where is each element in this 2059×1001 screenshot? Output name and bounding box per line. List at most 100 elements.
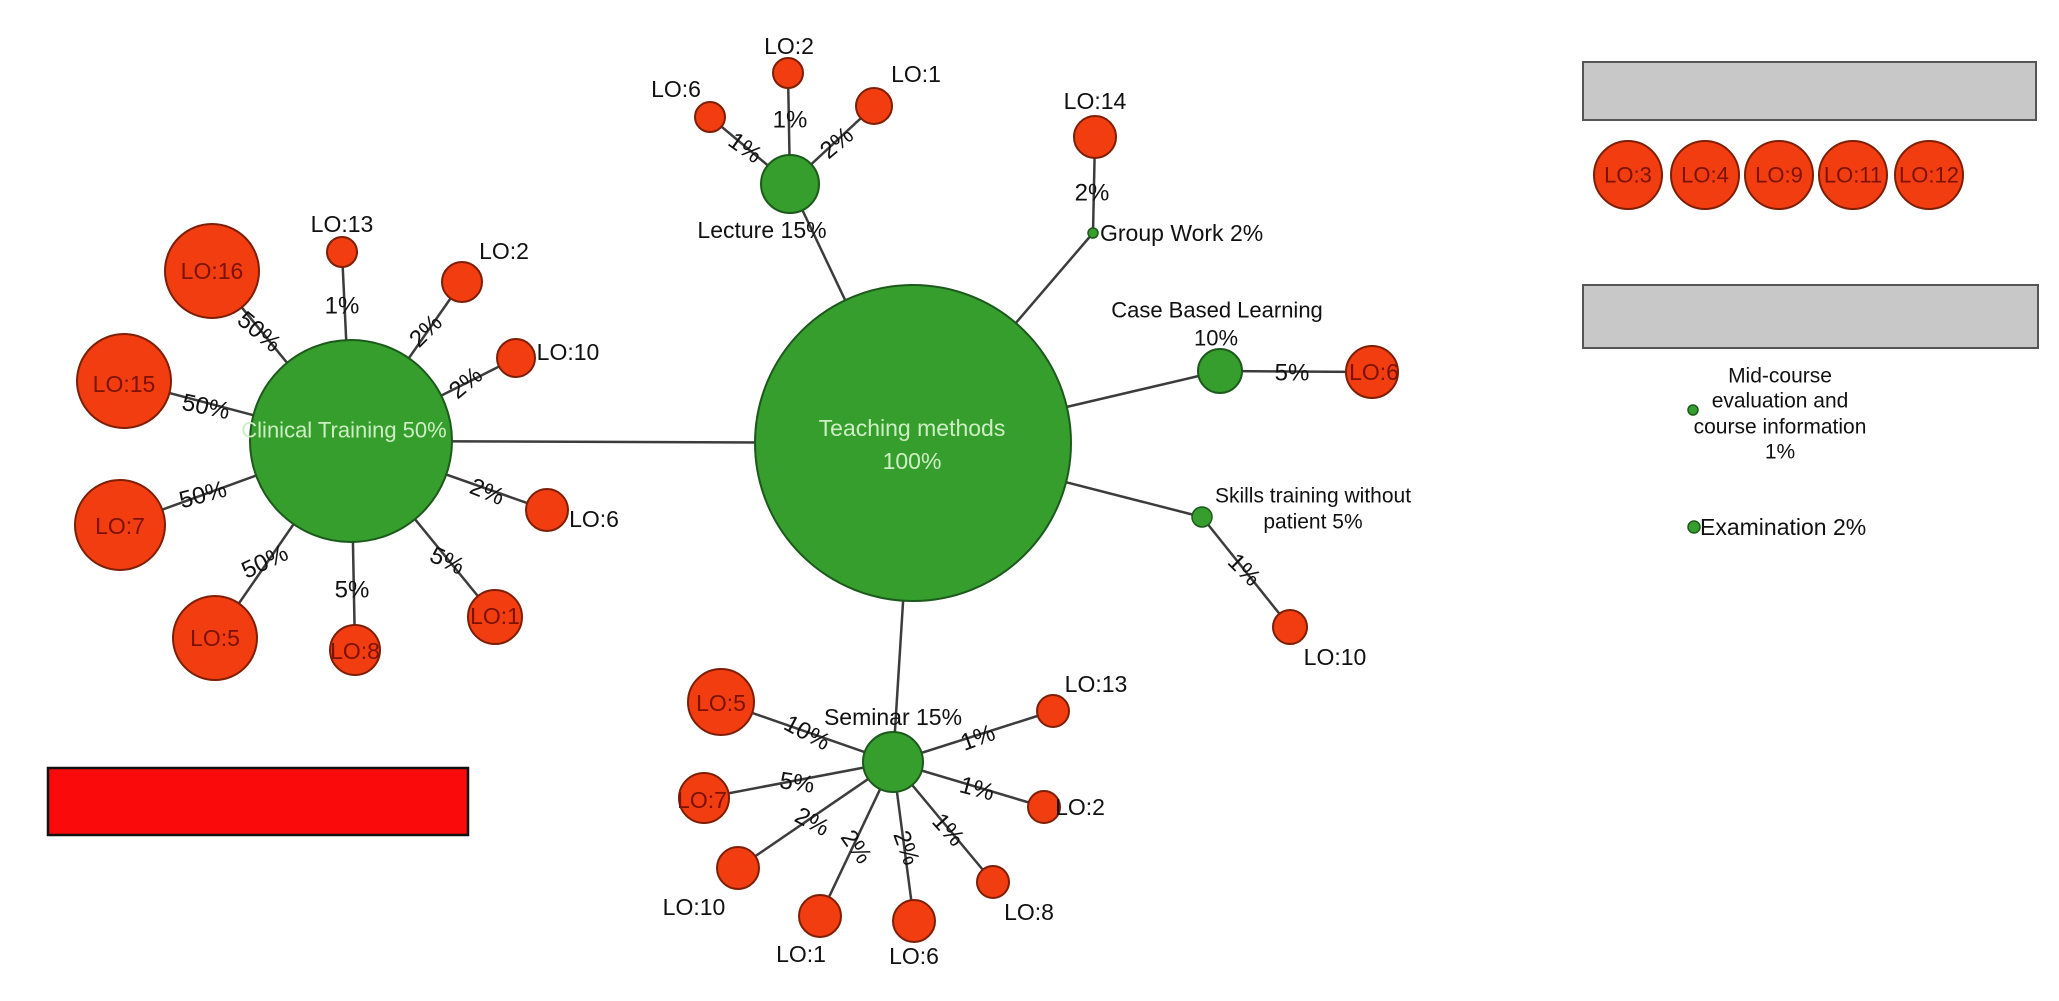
edge-seminar-seminar-lo-7 xyxy=(703,760,894,800)
mid-course-evaluation-label-line-2: evaluation and xyxy=(1712,390,1849,413)
skills-training-without-patient-label-1: Skills training without xyxy=(1215,485,1411,508)
lo-note-box xyxy=(46,766,470,837)
non-taught-label-lo-3: LO:3 xyxy=(1604,163,1652,188)
seminar-lo-6-label: LO:6 xyxy=(889,943,939,969)
mid-course-evaluation-label-line-1: Mid-course xyxy=(1728,365,1832,388)
non-taught-label-lo-9: LO:9 xyxy=(1755,163,1803,188)
method-node-skills-training-without-patient xyxy=(1191,506,1213,528)
lecture-label: Lecture 15% xyxy=(697,217,826,243)
clinical-lo-2-pct-label: 2% xyxy=(404,309,448,353)
clinical-lo-7-pct-label: 50% xyxy=(176,476,229,515)
seminar-lo-7-pct-label: 5% xyxy=(778,767,816,799)
seminar-lo-10-label: LO:10 xyxy=(663,894,726,920)
lo-node-clinical-lo-1 xyxy=(467,589,523,645)
clinical-lo-13-label: LO:13 xyxy=(311,211,374,237)
non-teaching-header-box xyxy=(1582,284,2039,349)
case-based-learning-label-2: 10% xyxy=(1194,326,1238,351)
non-taught-label-lo-4: LO:4 xyxy=(1681,163,1729,188)
group-work-lo-14-pct-label: 2% xyxy=(1075,180,1110,207)
lo-node-seminar-lo-7 xyxy=(678,772,730,824)
clinical-lo-5-pct-label: 50% xyxy=(238,540,293,585)
lecture-lo-2-label: LO:2 xyxy=(764,33,814,59)
lo-node-clinical-lo-5 xyxy=(172,595,258,681)
lo-node-seminar-lo-5 xyxy=(687,668,755,736)
non-taught-node-lo-11 xyxy=(1818,140,1888,210)
teaching-methods-label-1: Teaching methods xyxy=(819,415,1006,441)
mid-course-evaluation-dot xyxy=(1687,404,1699,416)
non-taught-label-lo-11: LO:11 xyxy=(1824,163,1882,188)
clinical-lo-8-label: LO:8 xyxy=(330,638,380,664)
method-node-group-work xyxy=(1087,227,1099,239)
method-node-teaching-methods xyxy=(754,284,1072,602)
lo-node-clinical-lo-13 xyxy=(326,236,358,268)
skills-training-without-patient-label-2: patient 5% xyxy=(1263,511,1362,534)
clinical-lo-10-pct-label: 2% xyxy=(444,362,488,405)
lo-node-case-based-lo-6 xyxy=(1345,345,1399,399)
seminar-lo-13-label: LO:13 xyxy=(1065,671,1128,697)
lecture-lo-6-label: LO:6 xyxy=(651,76,701,102)
examination-dot xyxy=(1687,520,1701,534)
lo-node-clinical-lo-15 xyxy=(76,333,172,429)
clinical-training-label: Clinical Training 50% xyxy=(241,418,446,443)
clinical-lo-16-label: LO:16 xyxy=(181,258,244,284)
clinical-lo-7-label: LO:7 xyxy=(95,513,145,539)
clinical-lo-8-pct-label: 5% xyxy=(335,577,370,604)
lo-node-group-work-lo-14 xyxy=(1073,115,1117,159)
node-layer xyxy=(74,57,1964,943)
examination-label-line-1: Examination 2% xyxy=(1700,514,1866,540)
lo-node-clinical-lo-16 xyxy=(164,223,260,319)
mid-course-evaluation-label-line-3: course information xyxy=(1694,416,1867,439)
lo-node-seminar-lo-8 xyxy=(976,865,1010,899)
seminar-lo-1-pct-label: 2% xyxy=(835,825,877,869)
non-taught-node-lo-3 xyxy=(1593,140,1663,210)
clinical-lo-1-label: LO:1 xyxy=(470,603,520,629)
non-taught-header-box xyxy=(1582,61,2037,121)
lo-node-lecture-lo-6 xyxy=(694,101,726,133)
clinical-lo-15-label: LO:15 xyxy=(93,371,156,397)
non-taught-node-lo-9 xyxy=(1744,140,1814,210)
teaching-methods-label-2: 100% xyxy=(883,448,942,474)
case-based-lo-6-label: LO:6 xyxy=(1349,359,1399,385)
clinical-lo-10-label: LO:10 xyxy=(537,339,600,365)
clinical-lo-15-pct-label: 50% xyxy=(180,389,233,425)
lo-node-seminar-lo-6 xyxy=(892,899,936,943)
clinical-lo-5-label: LO:5 xyxy=(190,625,240,651)
lecture-lo-1-label: LO:1 xyxy=(891,61,941,87)
seminar-label: Seminar 15% xyxy=(824,704,962,730)
case-based-learning-label-1: Case Based Learning xyxy=(1111,298,1323,323)
lo-node-seminar-lo-1 xyxy=(798,894,842,938)
method-node-lecture xyxy=(760,154,820,214)
lo-node-clinical-lo-8 xyxy=(329,624,381,676)
non-taught-node-lo-4 xyxy=(1670,140,1740,210)
seminar-lo-8-label: LO:8 xyxy=(1004,899,1054,925)
lo-node-seminar-lo-13 xyxy=(1036,694,1070,728)
method-node-seminar xyxy=(862,731,924,793)
seminar-lo-7-label: LO:7 xyxy=(677,787,727,813)
clinical-lo-6-label: LO:6 xyxy=(569,506,619,532)
lecture-lo-2-pct-label: 1% xyxy=(773,107,808,134)
lo-node-clinical-lo-10 xyxy=(496,338,536,378)
skills-lo-10-label: LO:10 xyxy=(1304,644,1367,670)
edge-skills-training-without-patient-skills-lo-10 xyxy=(1201,516,1291,628)
lo-node-clinical-lo-6 xyxy=(525,488,569,532)
lo-node-seminar-lo-10 xyxy=(716,846,760,890)
non-taught-label-lo-12: LO:12 xyxy=(1899,163,1959,188)
lo-node-lecture-lo-1 xyxy=(855,87,893,125)
case-based-lo-6-pct-label: 5% xyxy=(1275,360,1310,387)
skills-lo-10-pct-label: 1% xyxy=(1222,548,1266,592)
lecture-lo-1-pct-label: 2% xyxy=(815,122,859,165)
group-work-label: Group Work 2% xyxy=(1100,220,1263,246)
method-node-case-based-learning xyxy=(1197,348,1243,394)
group-work-lo-14-label: LO:14 xyxy=(1064,88,1127,114)
lo-node-lecture-lo-2 xyxy=(772,57,804,89)
seminar-lo-6-pct-label: 2% xyxy=(887,827,924,869)
lo-node-clinical-lo-2 xyxy=(441,261,483,303)
seminar-lo-5-label: LO:5 xyxy=(696,690,746,716)
edge-seminar-seminar-lo-10 xyxy=(737,760,894,870)
non-taught-node-lo-12 xyxy=(1894,140,1964,210)
lo-node-skills-lo-10 xyxy=(1272,609,1308,645)
seminar-lo-2-pct-label: 1% xyxy=(957,771,997,806)
legend-layer xyxy=(46,61,2039,837)
seminar-lo-13-pct-label: 1% xyxy=(957,719,999,756)
